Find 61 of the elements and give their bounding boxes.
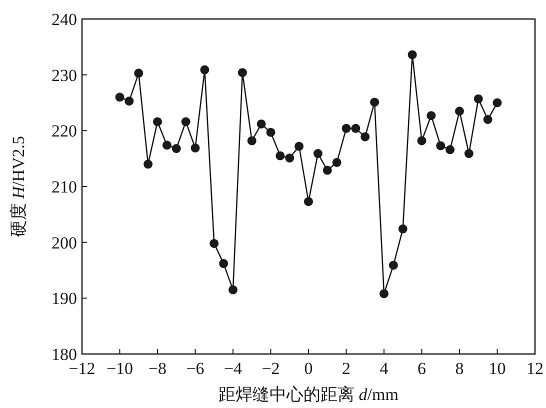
point [380, 289, 388, 298]
point [426, 111, 436, 120]
y-tick-label: 200 [52, 233, 77, 252]
point [370, 98, 380, 107]
point [446, 145, 455, 154]
point [266, 128, 276, 137]
point [313, 149, 322, 158]
point [124, 96, 134, 106]
x-tick-label: 2 [342, 359, 350, 378]
x-axis-title: 距焊缝中心的距离 d/mm [218, 385, 398, 404]
x-tick-label: −4 [224, 359, 243, 378]
point [436, 141, 446, 150]
point [285, 154, 294, 163]
point [276, 151, 285, 160]
point [408, 50, 417, 60]
point [492, 98, 502, 108]
point [332, 158, 342, 167]
point [483, 115, 492, 124]
y-tick-label: 190 [52, 289, 77, 308]
point [256, 119, 266, 128]
point [360, 132, 370, 142]
y-tick-label: 240 [52, 10, 77, 29]
point [238, 68, 247, 78]
point [162, 140, 172, 150]
point [398, 224, 408, 234]
point [247, 136, 256, 146]
x-tick-label: −10 [106, 359, 134, 378]
point [181, 117, 190, 126]
x-tick-label: −6 [186, 359, 204, 378]
point [294, 142, 304, 151]
point [200, 65, 210, 74]
point [304, 197, 313, 206]
point [172, 144, 181, 154]
point [474, 94, 483, 104]
x-tick-label: −8 [148, 359, 167, 378]
point [351, 124, 360, 133]
y-tick-label: 220 [52, 122, 77, 141]
x-tick-label: 0 [304, 359, 313, 378]
point [228, 285, 238, 294]
point [388, 260, 398, 270]
point [322, 166, 332, 175]
point [417, 136, 426, 146]
point [455, 106, 464, 116]
x-tick-label: 8 [455, 359, 464, 378]
x-tick-label: 10 [488, 359, 506, 378]
x-tick-label: 12 [526, 359, 544, 378]
x-tick-label: 6 [418, 359, 426, 378]
x-tick-label: 4 [380, 359, 389, 378]
point [342, 124, 351, 133]
point [219, 259, 228, 268]
y-tick-label: 230 [52, 66, 77, 85]
point [134, 68, 144, 78]
point [144, 160, 153, 169]
point [115, 92, 124, 102]
point [210, 238, 219, 248]
y-tick-label: 210 [52, 178, 77, 196]
point [190, 143, 200, 152]
point [464, 149, 474, 158]
point [153, 117, 162, 126]
x-tick-label: −2 [262, 359, 280, 378]
y-axis-title: 硬度 H/HV2.5 [9, 136, 28, 238]
